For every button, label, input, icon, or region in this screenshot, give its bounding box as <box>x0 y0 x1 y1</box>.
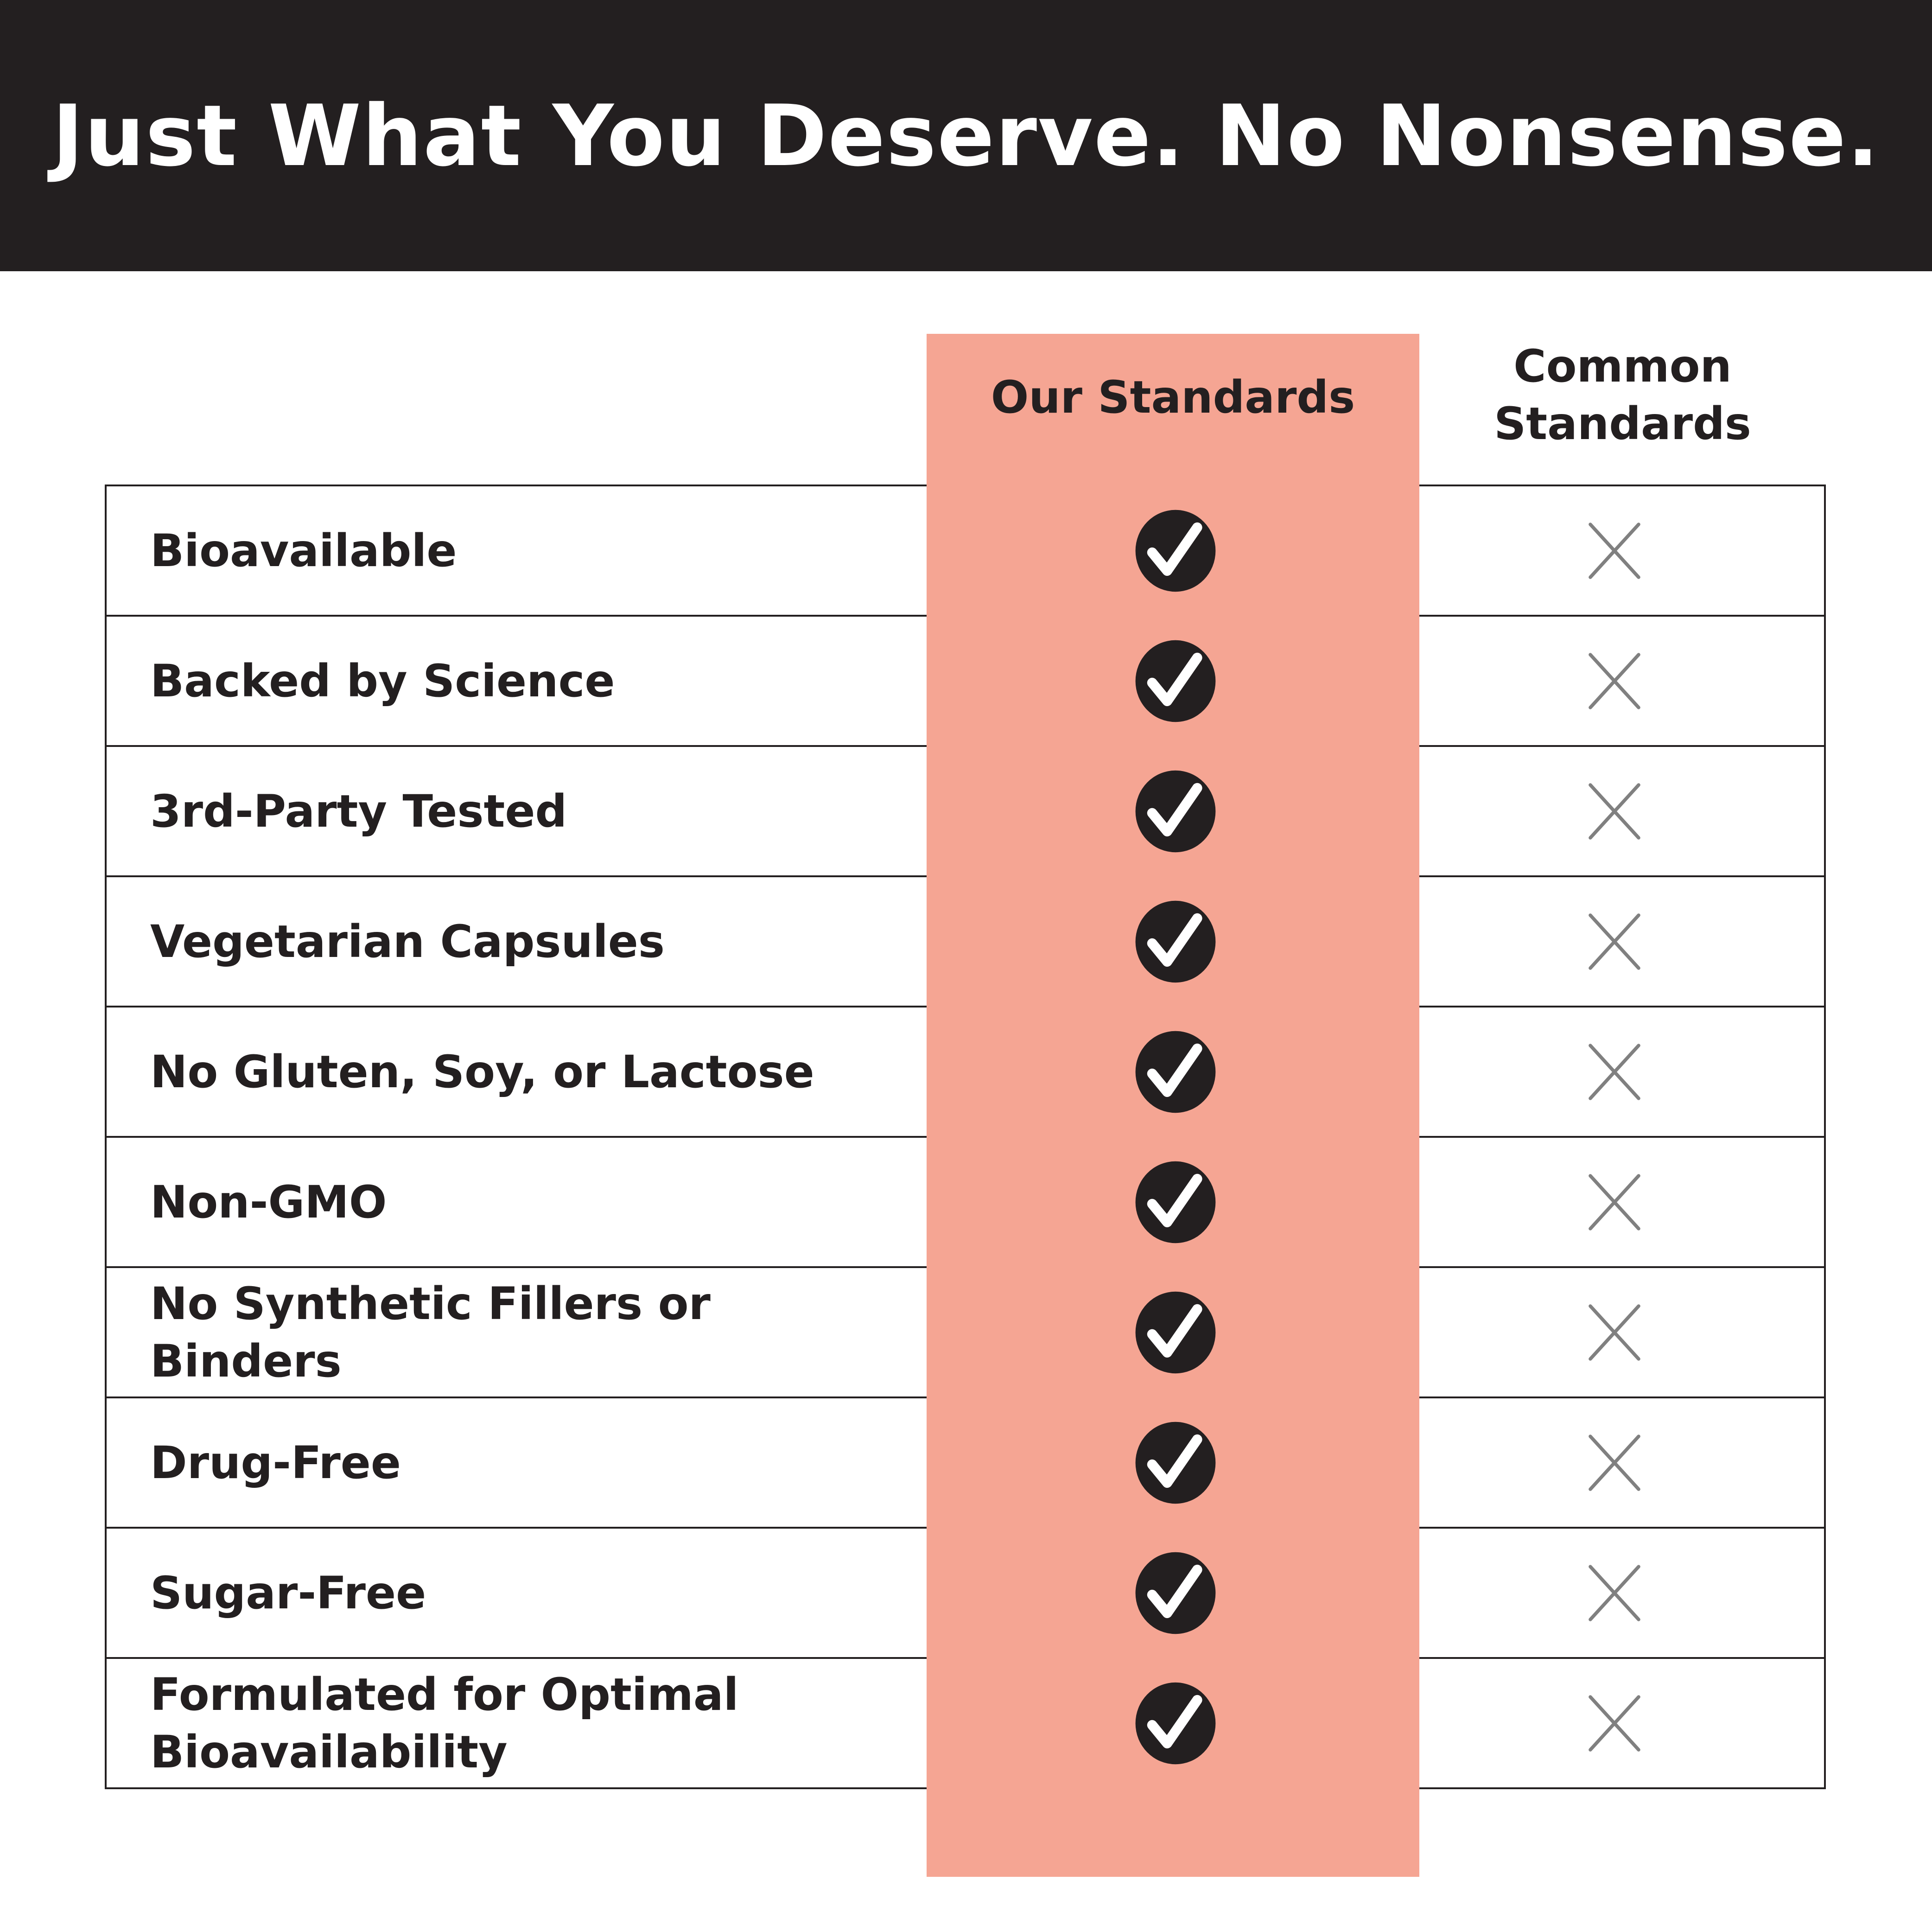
table-row: Drug-Free <box>105 1396 1826 1529</box>
row-border-right <box>1824 1138 1826 1266</box>
feature-label: Drug-Free <box>150 1398 892 1527</box>
row-border-left <box>105 1529 107 1657</box>
check-circle-icon <box>1135 1031 1216 1113</box>
x-icon <box>1589 913 1640 970</box>
row-border-left <box>105 877 107 1006</box>
check-circle-icon <box>1135 640 1216 722</box>
x-icon <box>1589 1304 1640 1361</box>
row-border-right <box>1824 486 1826 615</box>
header-banner: Just What You Deserve. No Nonsense. <box>0 0 1932 271</box>
check-circle-icon <box>1135 1422 1216 1504</box>
check-circle-icon <box>1135 1291 1216 1373</box>
feature-label-text: Bioavailable <box>150 524 457 577</box>
table-row: Formulated for Optimal Bioavailability <box>105 1657 1826 1789</box>
feature-label-text: Backed by Science <box>150 655 615 707</box>
feature-label-text: No Gluten, Soy, or Lactose <box>150 1046 814 1098</box>
row-border-left <box>105 1007 107 1136</box>
check-circle-icon <box>1135 510 1216 592</box>
x-icon <box>1589 1173 1640 1231</box>
check-circle-icon <box>1135 770 1216 852</box>
row-border-left <box>105 1659 107 1787</box>
feature-label-text: Non-GMO <box>150 1176 387 1228</box>
row-border-left <box>105 1398 107 1527</box>
table-row: 3rd-Party Tested <box>105 745 1826 877</box>
table-row: Sugar-Free <box>105 1527 1826 1659</box>
row-border-left <box>105 617 107 745</box>
x-icon <box>1589 1564 1640 1621</box>
row-border-right <box>1824 1007 1826 1136</box>
row-border-left <box>105 486 107 615</box>
row-border-right <box>1824 1659 1826 1787</box>
x-icon <box>1589 783 1640 840</box>
feature-label: Bioavailable <box>150 486 892 615</box>
check-circle-icon <box>1135 1552 1216 1634</box>
feature-label: 3rd-Party Tested <box>150 747 892 875</box>
row-border-right <box>1824 1398 1826 1527</box>
feature-label: Backed by Science <box>150 617 892 745</box>
table-row: Backed by Science <box>105 615 1826 747</box>
check-circle-icon <box>1135 1682 1216 1764</box>
feature-label: No Gluten, Soy, or Lactose <box>150 1007 892 1136</box>
table-row: No Synthetic Fillers or Binders <box>105 1266 1826 1398</box>
common-standards-heading: Common Standards <box>1419 338 1826 453</box>
x-icon <box>1589 522 1640 579</box>
row-border-left <box>105 1268 107 1396</box>
feature-label-text: 3rd-Party Tested <box>150 785 567 837</box>
feature-label: No Synthetic Fillers or Binders <box>150 1268 892 1396</box>
row-border-right <box>1824 877 1826 1006</box>
comparison-table: Bioavailable Backed by Science 3rd-Party T… <box>105 485 1826 1789</box>
x-icon <box>1589 652 1640 709</box>
feature-label-text: No Synthetic Fillers or Binders <box>150 1277 711 1387</box>
feature-label: Formulated for Optimal Bioavailability <box>150 1659 892 1787</box>
table-row: No Gluten, Soy, or Lactose <box>105 1006 1826 1138</box>
check-circle-icon <box>1135 900 1216 982</box>
row-border-left <box>105 1138 107 1266</box>
common-heading-line1: Common <box>1513 340 1732 392</box>
x-icon <box>1589 1695 1640 1752</box>
feature-label-text: Formulated for Optimal Bioavailability <box>150 1668 739 1778</box>
x-icon <box>1589 1434 1640 1491</box>
feature-label: Non-GMO <box>150 1138 892 1266</box>
table-row: Bioavailable <box>105 485 1826 617</box>
table-row: Non-GMO <box>105 1136 1826 1268</box>
x-icon <box>1589 1043 1640 1100</box>
feature-label: Vegetarian Capsules <box>150 877 892 1006</box>
row-border-right <box>1824 1529 1826 1657</box>
feature-label-text: Drug-Free <box>150 1436 401 1489</box>
row-border-right <box>1824 1268 1826 1396</box>
feature-label: Sugar-Free <box>150 1529 892 1657</box>
feature-label-text: Sugar-Free <box>150 1567 426 1619</box>
table-row: Vegetarian Capsules <box>105 875 1826 1007</box>
row-border-right <box>1824 747 1826 875</box>
common-heading-line2: Standards <box>1494 398 1751 450</box>
row-border-right <box>1824 617 1826 745</box>
feature-label-text: Vegetarian Capsules <box>150 915 665 968</box>
our-standards-heading: Our Standards <box>991 371 1355 423</box>
row-border-left <box>105 747 107 875</box>
check-circle-icon <box>1135 1161 1216 1243</box>
page-title: Just What You Deserve. No Nonsense. <box>52 86 1880 185</box>
